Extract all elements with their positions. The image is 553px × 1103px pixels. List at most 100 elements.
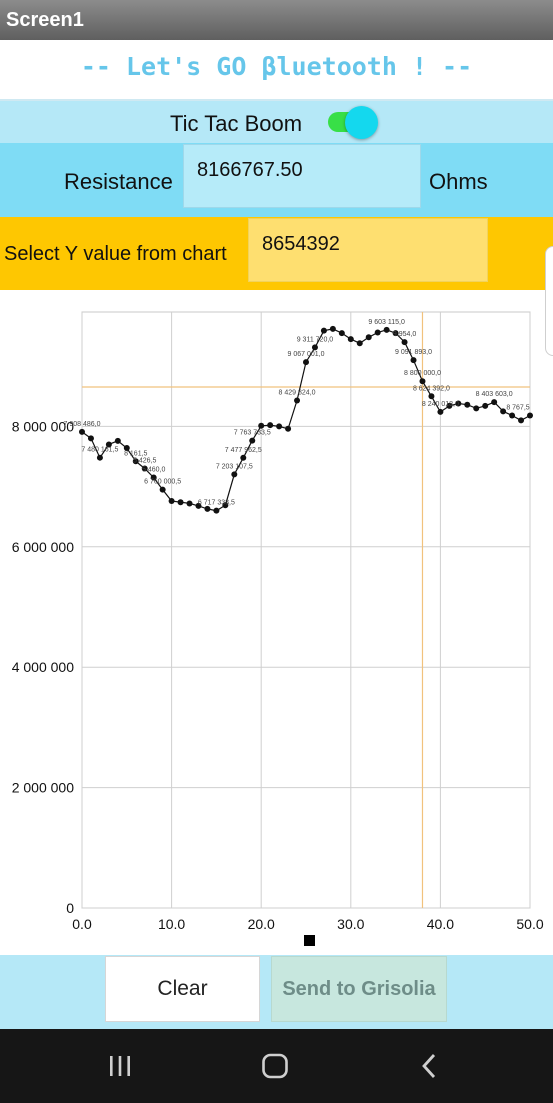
back-icon[interactable] [415, 1051, 445, 1081]
data-point [464, 401, 471, 408]
data-point [455, 400, 462, 407]
data-point [446, 402, 453, 409]
data-point [231, 471, 238, 478]
toggle-thumb[interactable] [345, 106, 378, 139]
data-point [195, 502, 202, 509]
switch-label: Tic Tac Boom [170, 111, 303, 136]
data-point [276, 423, 283, 430]
point-label: 9 091 893,0 [395, 349, 432, 356]
x-tick-label: 40.0 [427, 916, 454, 932]
data-point [419, 378, 426, 385]
y-tick-label: 8 000 000 [12, 418, 74, 434]
x-tick-label: 50.0 [516, 916, 543, 932]
y-tick-label: 4 000 000 [12, 659, 74, 675]
point-label: 7 763 733,5 [234, 430, 271, 437]
series-points [79, 325, 533, 514]
select-y-label: Select Y value from chart [4, 243, 227, 265]
resistance-field[interactable]: 8166767.50 [183, 144, 421, 208]
data-point [356, 340, 363, 347]
data-point [150, 474, 157, 481]
point-label: 8 161,5 [124, 450, 147, 457]
point-label: 5 460,0 [142, 467, 165, 474]
button-row: Clear Send to Grisolia [0, 955, 553, 1029]
data-point [249, 437, 256, 444]
data-point [527, 412, 533, 419]
switch-row: Tic Tac Boom [0, 101, 553, 143]
point-label: 6 760 000,5 [144, 479, 181, 486]
x-axis-ticks: 0.0 10.0 20.0 30.0 40.0 50.0 [72, 916, 544, 932]
resistance-label: Resistance [64, 169, 173, 194]
data-point [87, 435, 94, 442]
data-point [132, 458, 139, 465]
data-point [123, 445, 130, 452]
data-point [509, 412, 516, 419]
x-tick-label: 0.0 [72, 916, 92, 932]
x-tick-label: 20.0 [248, 916, 275, 932]
select-y-value: 8654392 [262, 233, 340, 255]
data-point [500, 408, 507, 415]
point-label: 9 067 001,0 [288, 351, 325, 358]
banner: -- Let's GO βluetooth ! -- [0, 40, 553, 101]
resistance-chart[interactable]: 0 2 000 000 4 000 000 6 000 000 8 000 000 0.… [0, 290, 553, 955]
android-nav-bar [0, 1029, 553, 1103]
y-tick-label: 2 000 000 [12, 780, 74, 796]
clear-button[interactable]: Clear [105, 956, 260, 1022]
point-label: 9 603 115,0 [368, 319, 405, 326]
resistance-row: Resistance 8166767.50 Ohms [0, 143, 553, 217]
data-point [141, 465, 148, 472]
data-point [392, 330, 399, 337]
point-label: 8 800 000,0 [404, 370, 441, 377]
x-tick-label: 10.0 [158, 916, 185, 932]
data-point [114, 437, 121, 444]
point-label: 8 767,5 [506, 405, 529, 412]
data-point [473, 405, 480, 412]
point-label: 7 477 962,5 [225, 447, 262, 454]
point-label: 8 240 018,0 [422, 401, 459, 408]
chart-crosshair [82, 312, 530, 908]
home-icon[interactable] [260, 1051, 290, 1081]
point-label: 5 426,5 [133, 458, 156, 465]
point-label: 7 908 486,0 [64, 421, 101, 428]
data-point [240, 454, 247, 461]
data-point [383, 326, 390, 333]
data-point [410, 357, 417, 364]
data-point [365, 334, 372, 341]
data-point [177, 499, 184, 506]
data-point [204, 505, 211, 512]
data-point [258, 422, 265, 429]
data-point [347, 336, 354, 343]
data-point [213, 507, 220, 514]
data-point [428, 393, 435, 400]
data-point [294, 397, 301, 404]
recent-apps-icon[interactable] [105, 1051, 135, 1081]
select-y-field[interactable]: 8654392 [248, 218, 488, 282]
point-label: 9 311 720,0 [297, 336, 334, 343]
point-label: 8 403 603,0 [476, 391, 513, 398]
resistance-unit: Ohms [429, 169, 488, 194]
point-label: 8 624 392,0 [413, 385, 450, 392]
point-label: 6 717 333,5 [198, 500, 235, 507]
data-point [168, 498, 175, 505]
point-label: 7 480 161,5 [81, 447, 118, 454]
data-point [338, 330, 345, 337]
point-labels: 7 908 486,0 7 480 161,5 8 161,55 426,5 5 46… [64, 319, 530, 507]
data-point [303, 359, 309, 366]
data-point [518, 417, 525, 424]
send-to-grisolia-button[interactable]: Send to Grisolia [271, 956, 447, 1022]
screen-title: Screen1 [6, 9, 84, 31]
point-label: 9 954,0 [393, 331, 416, 338]
data-point [105, 441, 112, 448]
data-point [374, 329, 381, 336]
data-point [222, 502, 229, 509]
resistance-value: 8166767.50 [197, 159, 303, 181]
data-point [96, 454, 103, 461]
point-label: 8 429 824,0 [279, 390, 316, 397]
chart-marker-square [304, 935, 315, 946]
data-point [285, 425, 292, 432]
y-axis-ticks: 0 2 000 000 4 000 000 6 000 000 8 000 000 [12, 418, 75, 916]
point-label: 7 203 107,5 [216, 463, 253, 470]
data-point [401, 339, 408, 346]
select-y-row: Select Y value from chart 8654392 [0, 217, 553, 290]
y-tick-label: 0 [66, 900, 74, 916]
banner-text: -- Let's GO βluetooth ! -- [80, 52, 473, 81]
